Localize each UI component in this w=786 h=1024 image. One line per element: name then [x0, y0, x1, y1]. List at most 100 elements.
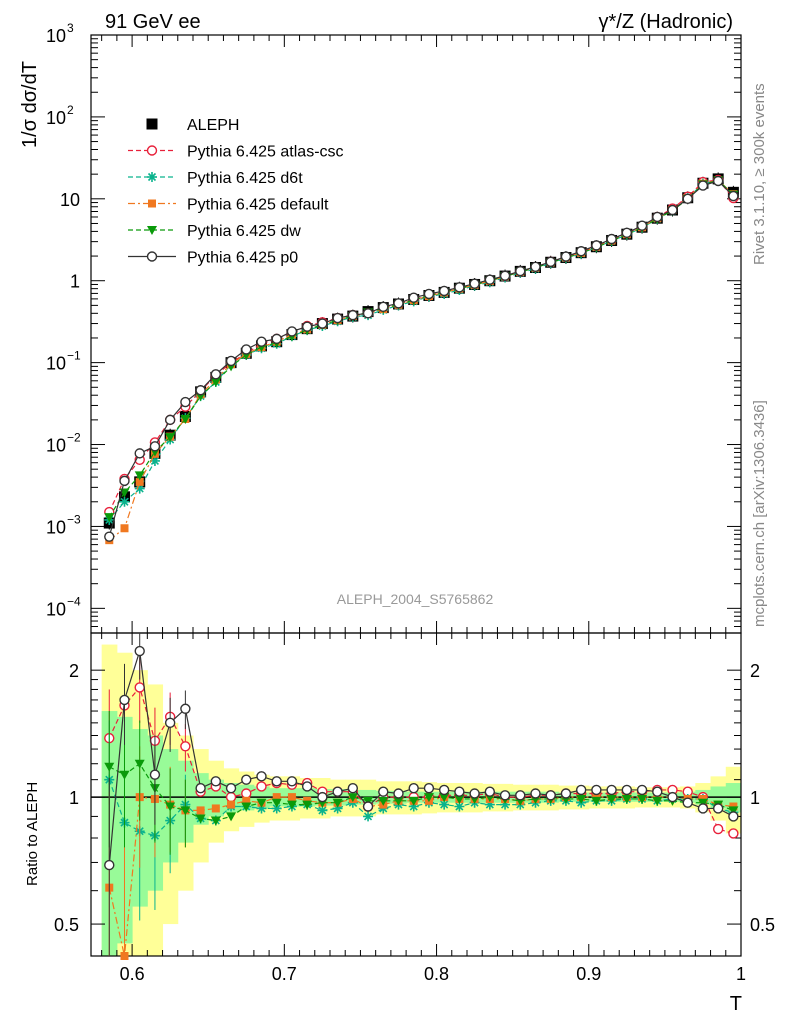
main-y-tick-label: 10 — [46, 599, 66, 619]
legend: ALEPH Pythia 6.425 atlas-csc Pythia 6.425 … — [128, 117, 344, 267]
main-point-pythia-6-425-p0 — [104, 531, 115, 542]
ratio-point-pythia-6-425-dw — [408, 796, 419, 806]
main-point-pythia-6-425-p0 — [438, 285, 450, 297]
ratio-point-pythia-6-425-default — [287, 793, 296, 802]
main-point-pythia-6-425-p0 — [286, 326, 298, 337]
main-y-tick-exponent: −3 — [67, 512, 81, 526]
main-point-pythia-6-425-p0 — [119, 475, 130, 487]
main-point-pythia-6-425-p0 — [682, 193, 693, 205]
ratio-point-pythia-6-425-atlas-csc — [225, 791, 237, 803]
main-point-pythia-6-425-dw — [104, 513, 115, 523]
ratio-point-pythia-6-425-dw — [104, 762, 115, 772]
ratio-point-pythia-6-425-p0 — [530, 788, 541, 799]
legend-label-pythia-6-425-atlas-csc: Pythia 6.425 atlas-csc — [187, 144, 344, 161]
ratio-point-pythia-6-425-p0 — [606, 784, 617, 796]
header-left-label: 91 GeV ee — [105, 11, 201, 33]
ratio-point-pythia-6-425-dw — [195, 814, 206, 824]
main-point-pythia-6-425-p0 — [423, 288, 435, 300]
main-point-pythia-6-425-p0 — [591, 240, 602, 251]
ratio-point-pythia-6-425-dw — [697, 798, 708, 808]
side-label-mcplots: mcplots.cern.ch [arXiv:1306.3436] — [751, 400, 768, 627]
main-y-tick-label: 10 — [46, 108, 66, 128]
main-point-pythia-6-425-p0 — [317, 318, 328, 329]
ratio-point-pythia-6-425-dw — [652, 796, 663, 806]
x-tick-label: 0.6 — [120, 964, 145, 984]
main-point-pythia-6-425-p0 — [652, 211, 663, 223]
main-point-pythia-6-425-p0 — [256, 336, 267, 347]
ratio-point-pythia-6-425-p0 — [728, 811, 739, 822]
ratio-point-pythia-6-425-p0 — [560, 788, 572, 799]
main-y-tick-exponent: −4 — [67, 594, 81, 608]
ratio-point-pythia-6-425-dw — [591, 796, 602, 806]
ratio-y-tick-label: 1 — [69, 788, 79, 808]
ratio-point-pythia-6-425-default — [272, 793, 281, 802]
ratio-point-pythia-6-425-p0 — [180, 703, 191, 714]
ratio-point-pythia-6-425-default — [196, 806, 205, 815]
ratio-point-pythia-6-425-dw — [439, 793, 450, 803]
ratio-point-pythia-6-425-d6t — [408, 801, 419, 812]
ratio-point-pythia-6-425-p0 — [195, 782, 206, 794]
ratio-point-pythia-6-425-default — [227, 800, 236, 809]
ratio-point-pythia-6-425-p0 — [682, 797, 693, 808]
main-point-pythia-6-425-p0 — [530, 261, 541, 272]
main-point-pythia-6-425-p0 — [560, 251, 572, 262]
ratio-point-pythia-6-425-p0 — [104, 859, 115, 871]
ratio-point-pythia-6-425-dw — [728, 806, 739, 816]
ratio-point-pythia-6-425-atlas-csc — [728, 828, 739, 839]
main-point-pythia-6-425-p0 — [332, 312, 343, 324]
ratio-point-pythia-6-425-dw — [256, 798, 267, 808]
legend-marker-pythia-6-425-p0 — [146, 251, 158, 262]
main-point-pythia-6-425-p0 — [728, 190, 739, 202]
main-point-pythia-6-425-d6t — [134, 483, 145, 494]
main-series-line-pythia-6-425-default — [108, 179, 734, 541]
main-y-tick-label: 10 — [46, 517, 66, 537]
ratio-point-pythia-6-425-dw — [165, 802, 176, 812]
main-point-pythia-6-425-p0 — [164, 414, 176, 426]
main-y-tick-label: 10 — [60, 190, 80, 210]
legend-label-pythia-6-425-p0: Pythia 6.425 p0 — [187, 250, 298, 267]
main-point-pythia-6-425-p0 — [606, 233, 617, 245]
ratio-y-tick-label-right: 0.5 — [750, 915, 775, 935]
ratio-point-pythia-6-425-d6t — [363, 811, 374, 822]
ratio-point-pythia-6-425-dw — [576, 794, 587, 804]
ratio-y-axis-title: Ratio to ALEPH — [24, 782, 41, 886]
main-point-pythia-6-425-dw — [134, 471, 145, 481]
ratio-y-tick-label: 2 — [69, 661, 79, 681]
ratio-point-pythia-6-425-p0 — [256, 771, 267, 782]
ratio-point-pythia-6-425-p0 — [591, 784, 602, 796]
ratio-point-pythia-6-425-p0 — [225, 782, 237, 794]
main-point-pythia-6-425-p0 — [225, 355, 237, 367]
ratio-point-pythia-6-425-dw — [180, 806, 191, 816]
x-tick-label: 0.8 — [424, 964, 449, 984]
header-right-label: γ*/Z (Hadronic) — [599, 11, 733, 33]
ratio-point-pythia-6-425-default — [211, 804, 220, 813]
ratio-point-pythia-6-425-p0 — [241, 774, 252, 785]
main-point-pythia-6-425-p0 — [347, 309, 359, 321]
ratio-point-pythia-6-425-p0 — [515, 790, 526, 801]
ratio-point-pythia-6-425-p0 — [134, 645, 145, 657]
analysis-label: ALEPH_2004_S5765862 — [337, 591, 494, 607]
ratio-point-pythia-6-425-d6t — [317, 805, 328, 816]
ratio-point-pythia-6-425-p0 — [164, 717, 176, 729]
main-point-pythia-6-425-d6t — [149, 455, 160, 466]
main-point-pythia-6-425-d6t — [119, 496, 130, 507]
ratio-point-pythia-6-425-p0 — [347, 782, 359, 794]
main-point-pythia-6-425-p0 — [621, 227, 633, 239]
x-axis-title: T — [730, 993, 742, 1015]
ratio-point-pythia-6-425-p0 — [393, 788, 404, 799]
ratio-point-pythia-6-425-p0 — [697, 803, 709, 814]
main-point-pythia-6-425-p0 — [469, 278, 480, 289]
main-point-pythia-6-425-p0 — [636, 220, 648, 231]
ratio-point-pythia-6-425-p0 — [149, 769, 161, 780]
ratio-y-tick-label: 0.5 — [54, 915, 79, 935]
main-y-tick-label: 10 — [46, 26, 66, 46]
ratio-point-pythia-6-425-d6t — [256, 803, 267, 814]
ratio-point-pythia-6-425-p0 — [408, 782, 419, 794]
ratio-point-pythia-6-425-d6t — [271, 803, 282, 814]
main-point-pythia-6-425-p0 — [515, 265, 526, 277]
main-point-pythia-6-425-p0 — [378, 301, 389, 313]
legend-label-pythia-6-425-dw: Pythia 6.425 dw — [187, 223, 301, 240]
main-y-axis-title: 1/σ dσ/dT — [19, 61, 41, 148]
ratio-point-pythia-6-425-default — [242, 796, 251, 805]
